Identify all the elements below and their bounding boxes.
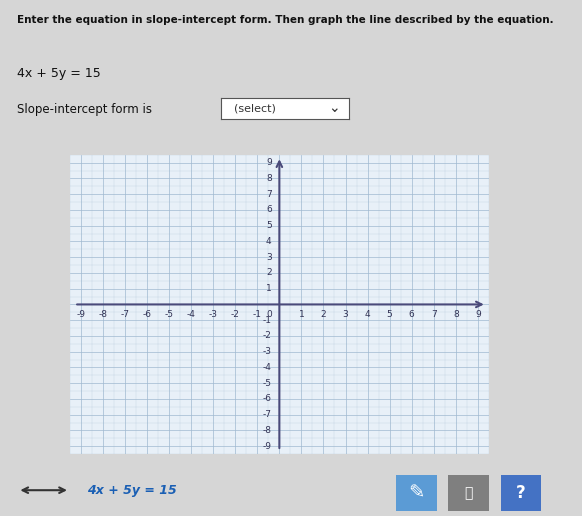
Text: -4: -4 [262, 363, 272, 372]
Text: 9: 9 [475, 310, 481, 319]
Text: 5: 5 [266, 221, 272, 230]
Text: 5: 5 [387, 310, 392, 319]
Text: 8: 8 [453, 310, 459, 319]
Text: -3: -3 [209, 310, 218, 319]
Text: -7: -7 [262, 410, 272, 419]
Text: -5: -5 [262, 379, 272, 388]
Text: -2: -2 [231, 310, 240, 319]
Text: ⌄: ⌄ [328, 101, 340, 116]
Text: -8: -8 [98, 310, 108, 319]
Text: -6: -6 [262, 394, 272, 404]
Text: 7: 7 [266, 190, 272, 199]
Text: Slope-intercept form is: Slope-intercept form is [17, 103, 152, 116]
Text: Enter the equation in slope-intercept form. Then graph the line described by the: Enter the equation in slope-intercept fo… [17, 15, 554, 25]
Text: 2: 2 [321, 310, 327, 319]
Text: ?: ? [516, 484, 526, 502]
Text: 1: 1 [266, 284, 272, 293]
Text: (select): (select) [234, 103, 276, 114]
Text: 🗑: 🗑 [464, 486, 473, 500]
Text: -9: -9 [76, 310, 86, 319]
Text: 2: 2 [266, 268, 272, 278]
Text: -5: -5 [165, 310, 173, 319]
Text: 4: 4 [365, 310, 370, 319]
Text: -4: -4 [187, 310, 196, 319]
Text: ✎: ✎ [408, 483, 424, 502]
Text: -3: -3 [262, 347, 272, 356]
Text: 3: 3 [266, 253, 272, 262]
Text: 6: 6 [266, 205, 272, 215]
Text: -6: -6 [143, 310, 151, 319]
Text: 9: 9 [266, 158, 272, 167]
Text: 4x + 5y = 15: 4x + 5y = 15 [87, 483, 177, 497]
Text: 3: 3 [343, 310, 349, 319]
Text: -8: -8 [262, 426, 272, 435]
Text: -2: -2 [262, 331, 272, 341]
Text: -1: -1 [262, 316, 272, 325]
Text: -1: -1 [253, 310, 262, 319]
Text: -9: -9 [262, 442, 272, 450]
Text: 8: 8 [266, 174, 272, 183]
Text: 0: 0 [266, 310, 272, 319]
Text: 1: 1 [299, 310, 304, 319]
Text: 4: 4 [266, 237, 272, 246]
Text: 4x + 5y = 15: 4x + 5y = 15 [17, 67, 101, 80]
Text: 7: 7 [431, 310, 436, 319]
Text: 6: 6 [409, 310, 414, 319]
Text: -7: -7 [120, 310, 129, 319]
